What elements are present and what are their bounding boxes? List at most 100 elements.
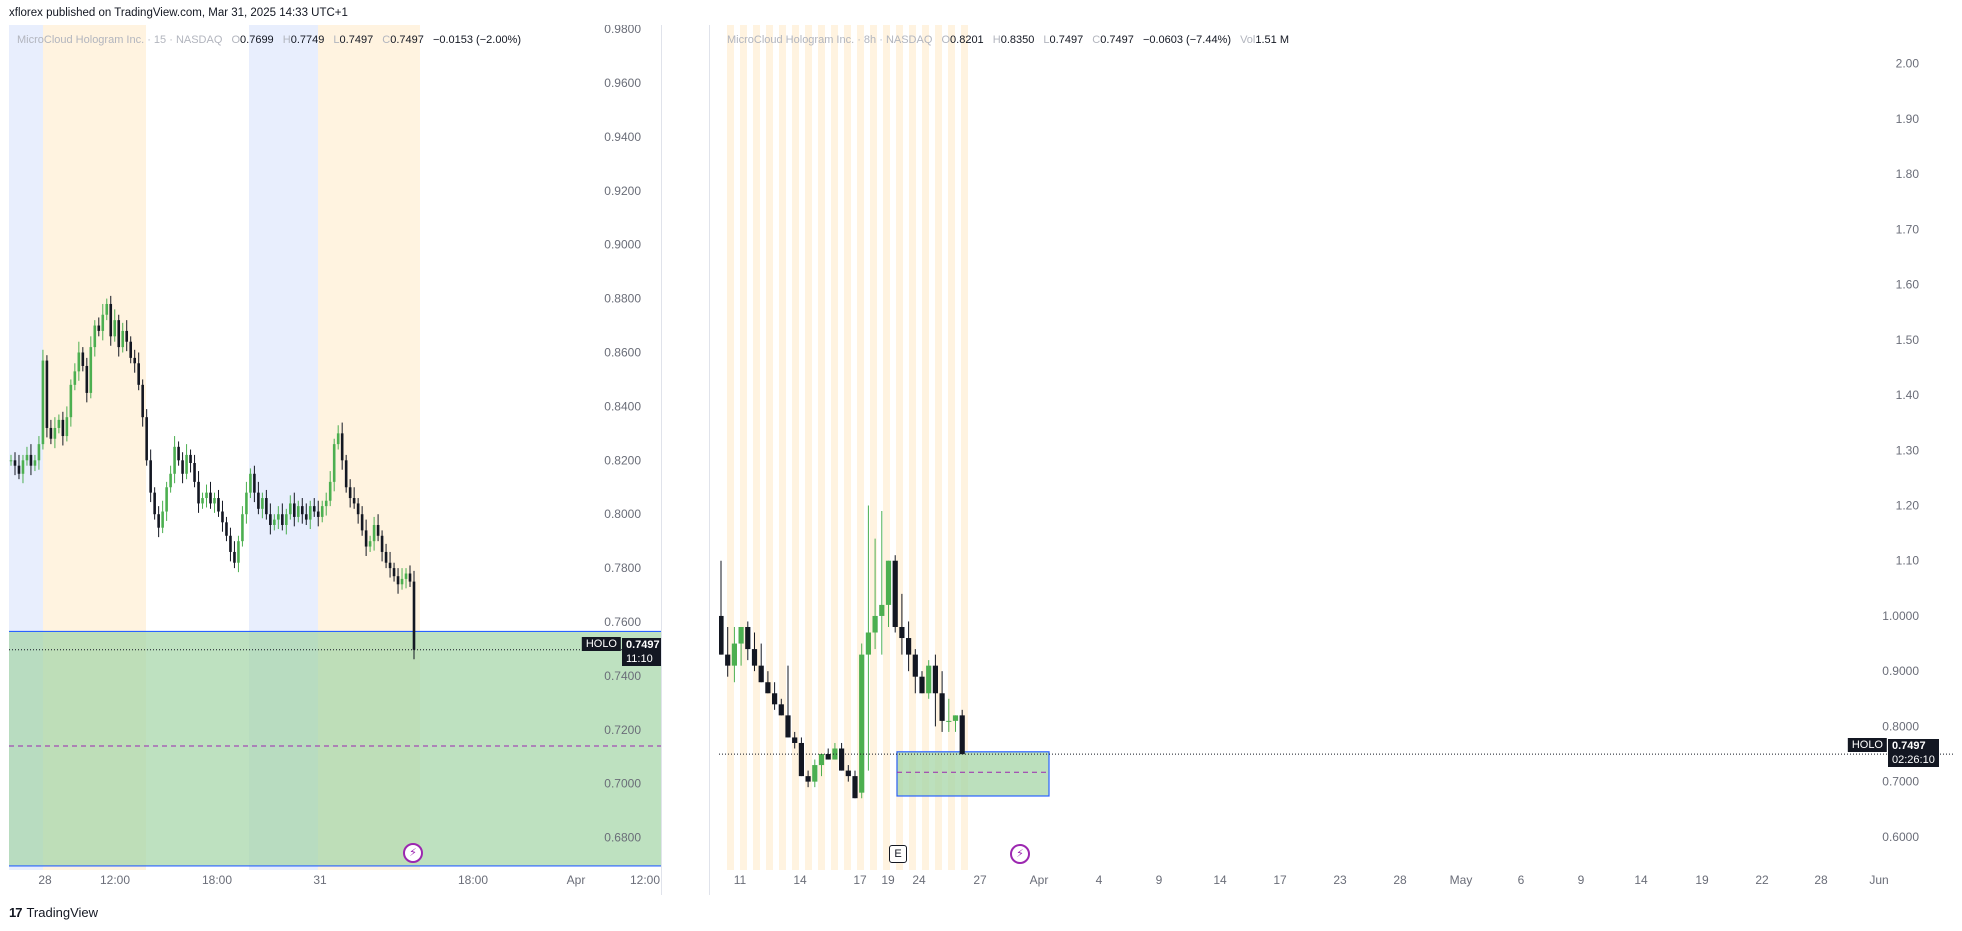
- candle-body: [37, 444, 41, 461]
- candle-body: [408, 573, 412, 582]
- session-band: [831, 25, 838, 870]
- session-band: [896, 25, 903, 870]
- last-price-tag-15m: 0.7497 11:10: [622, 638, 661, 666]
- session-band: [805, 25, 812, 870]
- chart-8h-svg[interactable]: 2.00 1.90 1.80 1.70 1.60 1.50 1.40 1.30 1.20 1.10…: [719, 25, 1953, 895]
- candle-body: [177, 446, 180, 461]
- symbol-tag-15m: HOLO: [581, 637, 621, 651]
- legend-c-label: C: [1092, 34, 1101, 46]
- candle-body: [316, 511, 320, 517]
- candle-body: [105, 303, 109, 315]
- candle-body: [380, 535, 384, 552]
- candle-body: [845, 770, 851, 777]
- tradingview-logo-icon: 17: [9, 905, 23, 920]
- earnings-icon[interactable]: E: [889, 845, 907, 863]
- session-band: [818, 25, 825, 870]
- candle-body: [45, 360, 49, 428]
- session-band: [727, 25, 734, 870]
- candle-body: [181, 460, 184, 474]
- candle-body: [825, 754, 831, 760]
- candle-body: [336, 433, 340, 445]
- candle-body: [932, 665, 938, 694]
- session-band: [766, 25, 773, 870]
- chart-15m-svg[interactable]: 0.9800 0.9600 0.9400 0.9200 0.9000 0.8800 0.86…: [9, 25, 661, 895]
- candle-body: [899, 626, 905, 639]
- y-tick-label: 0.7000: [1882, 775, 1919, 789]
- x-tick-label: Jun: [1869, 873, 1888, 887]
- candle-body: [939, 693, 945, 721]
- y-tick-label: 0.9000: [1882, 664, 1919, 678]
- legend-close: 0.7497: [1100, 34, 1134, 46]
- candle-body: [859, 654, 865, 793]
- candle-body: [205, 492, 208, 499]
- lightning-icon[interactable]: ⚡: [403, 843, 423, 863]
- candle-body: [285, 514, 288, 525]
- candle-body: [356, 503, 360, 515]
- candle-body: [157, 514, 160, 528]
- candle-body: [368, 541, 372, 547]
- candle-body: [277, 514, 280, 520]
- candle-body: [328, 481, 332, 501]
- y-tick-label: 0.9800: [604, 25, 641, 36]
- candle-body: [372, 524, 376, 542]
- chart-pane-15m[interactable]: 0.9800 0.9600 0.9400 0.9200 0.9000 0.8800 0.86…: [9, 25, 661, 895]
- legend-change: −0.0603 (−7.44%): [1142, 34, 1232, 46]
- y-tick-label: 1.70: [1896, 222, 1920, 236]
- candle-body: [145, 417, 148, 461]
- candle-body: [364, 530, 368, 547]
- candle-body: [33, 460, 37, 466]
- legend-change: −0.0153 (−2.00%): [432, 34, 522, 46]
- candle-body: [818, 754, 825, 766]
- y-tick-label: 0.7200: [604, 723, 641, 737]
- candle-body: [113, 320, 117, 337]
- y-tick-label: 1.30: [1896, 443, 1920, 457]
- y-tick-label: 1.20: [1896, 498, 1920, 512]
- session-band: [909, 25, 916, 870]
- candle-body: [885, 560, 892, 605]
- candle-body: [141, 384, 144, 418]
- candle-body: [360, 514, 364, 531]
- candle-body: [906, 638, 912, 655]
- x-tick-label: 11: [734, 873, 747, 887]
- candle-body: [69, 384, 73, 418]
- legend-low: 0.7497: [339, 34, 374, 46]
- x-tick-label: 9: [1156, 873, 1163, 887]
- x-tick-label: 4: [1096, 873, 1103, 887]
- zone-rect: [896, 751, 1050, 797]
- legend-high: 0.8350: [1000, 34, 1035, 46]
- candle-body: [261, 498, 264, 509]
- candle-body: [289, 503, 292, 515]
- x-tick-label: 31: [313, 873, 327, 887]
- legend-c-label: C: [382, 34, 391, 46]
- candle-body: [49, 427, 53, 439]
- lightning-icon[interactable]: ⚡: [1010, 844, 1030, 864]
- candle-body: [189, 454, 192, 463]
- x-tick-label: 24: [912, 873, 926, 887]
- legend-low: 0.7497: [1049, 34, 1084, 46]
- candle-body: [73, 371, 77, 385]
- candle-body: [273, 519, 276, 525]
- y-tick-label: 0.9000: [604, 238, 641, 252]
- x-tick-label: 19: [881, 873, 895, 887]
- legend-name: MicroCloud Hologram Inc. · 8h · NASDAQ: [727, 34, 933, 46]
- candle-body: [269, 514, 272, 525]
- candle-body: [912, 654, 918, 677]
- candle-body: [758, 665, 764, 683]
- y-tick-label: 1.0000: [1882, 609, 1919, 623]
- candle-body: [237, 541, 240, 563]
- candle-body: [81, 352, 85, 366]
- y-tick-label: 0.8200: [604, 453, 641, 467]
- symbol-label: HOLO: [1847, 738, 1887, 752]
- legend-o-label: O: [941, 34, 951, 46]
- candle-body: [153, 492, 156, 515]
- candle-body: [77, 352, 81, 372]
- zone-rect: [9, 631, 661, 866]
- y-tick-label: 0.8000: [604, 507, 641, 521]
- session-band: [857, 25, 864, 870]
- candle-body: [725, 654, 731, 666]
- candle-body: [85, 365, 89, 393]
- y-tick-label: 0.6000: [1882, 830, 1919, 844]
- candle-body: [29, 454, 33, 466]
- candle-body: [93, 325, 97, 348]
- chart-pane-8h[interactable]: 2.00 1.90 1.80 1.70 1.60 1.50 1.40 1.30 1.20 1.10…: [719, 25, 1953, 895]
